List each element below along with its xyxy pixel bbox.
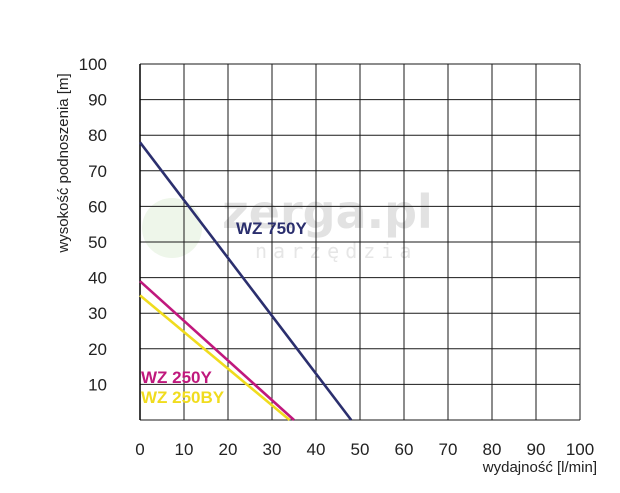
y-tick-label: 60 xyxy=(88,197,107,216)
y-tick-label: 40 xyxy=(88,269,107,288)
x-tick-label: 60 xyxy=(395,440,414,459)
y-tick-label: 30 xyxy=(88,304,107,323)
x-tick-label: 0 xyxy=(135,440,144,459)
watermark: zerga.pl narzędzia xyxy=(142,185,433,263)
series-line-wz-750y xyxy=(138,141,353,421)
watermark-brand: zerga.pl xyxy=(222,185,433,239)
series-lines xyxy=(138,141,353,421)
x-tick-label: 30 xyxy=(263,440,282,459)
series-line-wz-250by xyxy=(139,294,291,421)
x-tick-label: 100 xyxy=(566,440,594,459)
x-tick-label: 40 xyxy=(307,440,326,459)
y-tick-labels: 10 20 30 40 50 60 70 80 90 100 xyxy=(79,55,107,394)
x-tick-label: 20 xyxy=(219,440,238,459)
x-axis-label: wydajność [l/min] xyxy=(482,459,597,476)
x-tick-label: 10 xyxy=(175,440,194,459)
x-tick-label: 50 xyxy=(351,440,370,459)
x-tick-label: 90 xyxy=(527,440,546,459)
y-tick-label: 100 xyxy=(79,55,107,74)
y-tick-label: 70 xyxy=(88,162,107,181)
y-tick-label: 50 xyxy=(88,233,107,252)
series-line-wz-250y xyxy=(139,280,295,421)
watermark-logo-icon xyxy=(142,198,202,258)
y-axis-label: wysokość podnoszenia [m] xyxy=(55,73,72,253)
y-tick-label: 10 xyxy=(88,375,107,394)
x-tick-label: 80 xyxy=(483,440,502,459)
x-tick-label: 70 xyxy=(439,440,458,459)
y-tick-label: 20 xyxy=(88,340,107,359)
grid xyxy=(139,63,581,421)
x-tick-labels: 0 10 20 30 40 50 60 70 80 90 100 xyxy=(135,440,594,459)
series-label-wz-250by: WZ 250BY xyxy=(141,388,225,407)
watermark-tagline: narzędzia xyxy=(255,239,417,263)
series-label-wz-250y: WZ 250Y xyxy=(141,368,213,387)
series-label-wz-750y: WZ 750Y xyxy=(236,219,308,238)
y-tick-label: 90 xyxy=(88,91,107,110)
y-tick-label: 80 xyxy=(88,126,107,145)
